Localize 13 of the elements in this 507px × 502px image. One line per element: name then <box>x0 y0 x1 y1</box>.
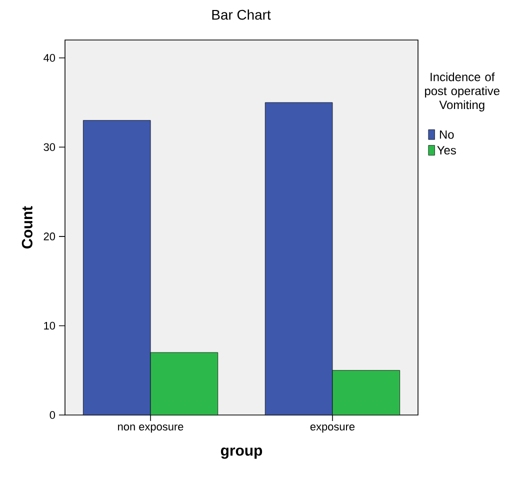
y-tick-label: 10 <box>44 322 56 330</box>
y-tick-label: 0 <box>50 411 56 419</box>
x-axis-title: group <box>220 448 262 459</box>
legend-title: Incidence of post operative Vomiting <box>425 72 500 112</box>
legend-label: No <box>440 130 454 139</box>
y-tick-label: 20 <box>44 232 56 240</box>
x-tick-label: non exposure <box>118 424 184 433</box>
y-tick-label: 30 <box>44 143 56 152</box>
legend-label: Yes <box>437 146 456 154</box>
x-tick-label: exposure <box>310 424 355 433</box>
y-axis-title: Count <box>22 206 32 248</box>
chart-title: Bar Chart <box>212 10 271 20</box>
y-tick-label: 40 <box>44 54 56 62</box>
